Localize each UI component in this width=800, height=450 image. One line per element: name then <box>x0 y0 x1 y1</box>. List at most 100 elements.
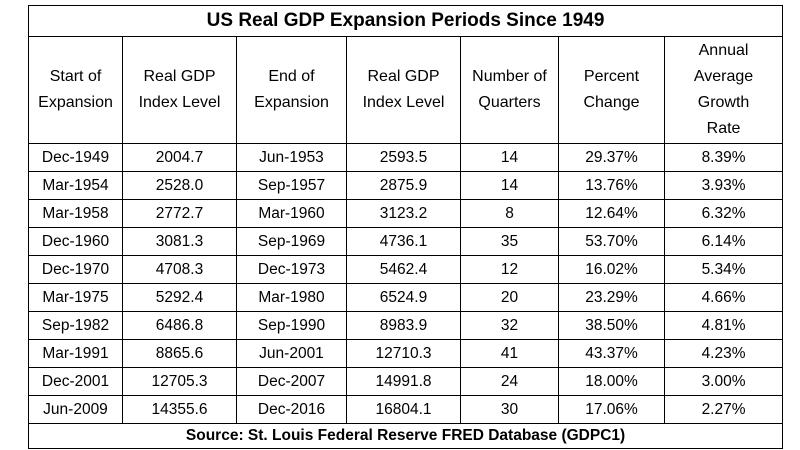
table-row: Dec-1949 2004.7 Jun-1953 2593.5 14 29.37% 8.39… <box>29 144 783 172</box>
table-cell: 53.70% <box>559 228 665 256</box>
table-cell: Jun-1953 <box>237 144 347 172</box>
table-row: Jun-2009 14355.6 Dec-2016 16804.1 30 17.06% 2.… <box>29 396 783 424</box>
table-cell: 2593.5 <box>347 144 461 172</box>
table-cell: Sep-1957 <box>237 172 347 200</box>
table-cell: 6486.8 <box>123 312 237 340</box>
table-cell: 8 <box>461 200 559 228</box>
table-cell: 3.00% <box>665 368 783 396</box>
table-row: Dec-2001 12705.3 Dec-2007 14991.8 24 18.00% 3.… <box>29 368 783 396</box>
column-header-line: End of <box>237 64 346 90</box>
table-cell: Mar-1980 <box>237 284 347 312</box>
column-header: Start of Expansion <box>29 37 123 144</box>
table-cell: 12705.3 <box>123 368 237 396</box>
column-header-line: Expansion <box>29 90 122 116</box>
table-cell: 14 <box>461 144 559 172</box>
column-header-line: Index Level <box>347 90 460 116</box>
table-cell: 2004.7 <box>123 144 237 172</box>
table-cell: 16804.1 <box>347 396 461 424</box>
table-cell: 5.34% <box>665 256 783 284</box>
table-cell: 4.66% <box>665 284 783 312</box>
column-header: Real GDP Index Level <box>123 37 237 144</box>
table-cell: Mar-1975 <box>29 284 123 312</box>
table-cell: 24 <box>461 368 559 396</box>
table-row: Mar-1991 8865.6 Jun-2001 12710.3 41 43.37% 4.2… <box>29 340 783 368</box>
table-cell: 2772.7 <box>123 200 237 228</box>
table-cell: 2528.0 <box>123 172 237 200</box>
column-header-line: Number of <box>461 64 558 90</box>
header-row: Start of Expansion Real GDP Index Level End … <box>29 37 783 144</box>
table-cell: 38.50% <box>559 312 665 340</box>
gdp-expansion-table: US Real GDP Expansion Periods Since 1949… <box>28 5 783 449</box>
table-cell: 8983.9 <box>347 312 461 340</box>
column-header-line: Annual <box>665 38 782 64</box>
column-header-line: Expansion <box>237 90 346 116</box>
table-cell: 12.64% <box>559 200 665 228</box>
table-row: Mar-1975 5292.4 Mar-1980 6524.9 20 23.29% 4.66… <box>29 284 783 312</box>
table-cell: Sep-1969 <box>237 228 347 256</box>
column-header-line: Quarters <box>461 90 558 116</box>
source-row: Source: St. Louis Federal Reserve FRED D… <box>29 424 783 449</box>
column-header-line: Average <box>665 64 782 90</box>
table-cell: 2.27% <box>665 396 783 424</box>
table-cell: 4708.3 <box>123 256 237 284</box>
column-header-line: Growth <box>665 90 782 116</box>
table-cell: 6524.9 <box>347 284 461 312</box>
column-header-line: Percent <box>559 64 664 90</box>
column-header-line: Change <box>559 90 664 116</box>
title-row: US Real GDP Expansion Periods Since 1949 <box>29 6 783 37</box>
column-header: End of Expansion <box>237 37 347 144</box>
column-header: Annual Average Growth Rate <box>665 37 783 144</box>
table-cell: 43.37% <box>559 340 665 368</box>
table-cell: 23.29% <box>559 284 665 312</box>
table-cell: Sep-1990 <box>237 312 347 340</box>
column-header-line: Rate <box>665 116 782 142</box>
table-row: Dec-1970 4708.3 Dec-1973 5462.4 12 16.02% 5.34… <box>29 256 783 284</box>
table-cell: Dec-1960 <box>29 228 123 256</box>
table-cell: 14991.8 <box>347 368 461 396</box>
column-header: Percent Change <box>559 37 665 144</box>
table-cell: 17.06% <box>559 396 665 424</box>
table-cell: 6.14% <box>665 228 783 256</box>
column-header-line: Real GDP <box>123 64 236 90</box>
table-title: US Real GDP Expansion Periods Since 1949 <box>29 6 783 37</box>
table-cell: Mar-1958 <box>29 200 123 228</box>
table-row: Mar-1958 2772.7 Mar-1960 3123.2 8 12.64% 6.32% <box>29 200 783 228</box>
table-cell: 18.00% <box>559 368 665 396</box>
table-cell: 8865.6 <box>123 340 237 368</box>
table-cell: 41 <box>461 340 559 368</box>
table-cell: 4736.1 <box>347 228 461 256</box>
table-cell: Jun-2009 <box>29 396 123 424</box>
table-cell: Dec-2016 <box>237 396 347 424</box>
table-cell: Mar-1960 <box>237 200 347 228</box>
table-body: Dec-1949 2004.7 Jun-1953 2593.5 14 29.37% 8.39… <box>29 144 783 424</box>
table-cell: 3081.3 <box>123 228 237 256</box>
table-cell: 35 <box>461 228 559 256</box>
table-cell: 4.23% <box>665 340 783 368</box>
column-header-line: Index Level <box>123 90 236 116</box>
table-cell: 3123.2 <box>347 200 461 228</box>
column-header: Number of Quarters <box>461 37 559 144</box>
table-cell: 14355.6 <box>123 396 237 424</box>
table-cell: 8.39% <box>665 144 783 172</box>
table-cell: Dec-1973 <box>237 256 347 284</box>
table-row: Sep-1982 6486.8 Sep-1990 8983.9 32 38.50% 4.81… <box>29 312 783 340</box>
table-cell: 14 <box>461 172 559 200</box>
table-cell: 32 <box>461 312 559 340</box>
table-cell: 12 <box>461 256 559 284</box>
table-cell: Dec-1970 <box>29 256 123 284</box>
source-note: Source: St. Louis Federal Reserve FRED D… <box>29 424 783 449</box>
column-header: Real GDP Index Level <box>347 37 461 144</box>
table-cell: Sep-1982 <box>29 312 123 340</box>
table-cell: 13.76% <box>559 172 665 200</box>
table-cell: Mar-1991 <box>29 340 123 368</box>
table-cell: 5292.4 <box>123 284 237 312</box>
table-cell: 12710.3 <box>347 340 461 368</box>
table-cell: Dec-2001 <box>29 368 123 396</box>
table-cell: Dec-1949 <box>29 144 123 172</box>
table-row: Mar-1954 2528.0 Sep-1957 2875.9 14 13.76% 3.93… <box>29 172 783 200</box>
table-row: Dec-1960 3081.3 Sep-1969 4736.1 35 53.70% 6.14… <box>29 228 783 256</box>
table-cell: Jun-2001 <box>237 340 347 368</box>
table-cell: 6.32% <box>665 200 783 228</box>
table-cell: 16.02% <box>559 256 665 284</box>
table-cell: Mar-1954 <box>29 172 123 200</box>
